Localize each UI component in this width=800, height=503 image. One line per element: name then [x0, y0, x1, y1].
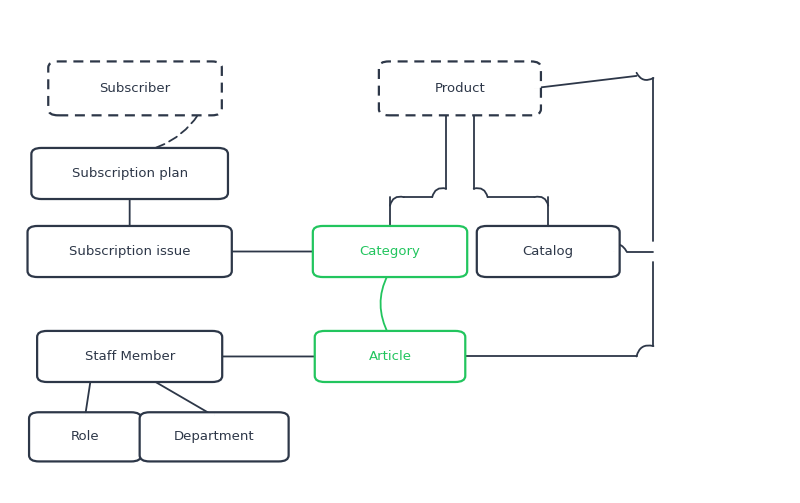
Text: Subscriber: Subscriber: [99, 82, 170, 95]
FancyArrowPatch shape: [637, 73, 654, 80]
Text: Department: Department: [174, 431, 254, 443]
FancyArrowPatch shape: [534, 197, 548, 206]
Text: Subscription issue: Subscription issue: [69, 245, 190, 258]
FancyArrowPatch shape: [134, 91, 211, 153]
FancyBboxPatch shape: [27, 226, 232, 277]
Text: Category: Category: [359, 245, 421, 258]
FancyArrowPatch shape: [381, 275, 389, 334]
FancyBboxPatch shape: [31, 148, 228, 199]
Text: Role: Role: [71, 431, 99, 443]
FancyBboxPatch shape: [29, 412, 141, 461]
FancyBboxPatch shape: [314, 331, 466, 382]
Text: Article: Article: [369, 350, 411, 363]
FancyBboxPatch shape: [37, 331, 222, 382]
Text: Subscription plan: Subscription plan: [72, 167, 188, 180]
FancyBboxPatch shape: [477, 226, 620, 277]
FancyArrowPatch shape: [390, 197, 404, 206]
FancyArrowPatch shape: [474, 188, 487, 197]
FancyBboxPatch shape: [48, 61, 222, 115]
Text: Product: Product: [434, 82, 486, 95]
FancyBboxPatch shape: [313, 226, 467, 277]
Text: Catalog: Catalog: [522, 245, 574, 258]
FancyBboxPatch shape: [140, 412, 289, 461]
FancyBboxPatch shape: [379, 61, 541, 115]
FancyArrowPatch shape: [637, 346, 654, 357]
FancyArrowPatch shape: [610, 244, 626, 252]
Text: Staff Member: Staff Member: [85, 350, 174, 363]
FancyArrowPatch shape: [432, 188, 446, 197]
